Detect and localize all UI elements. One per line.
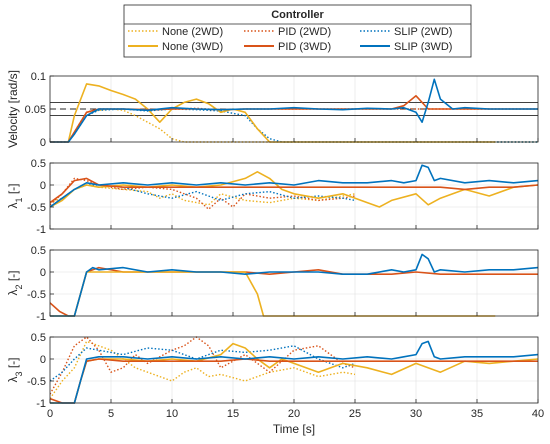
- series-line-slip-3wd: [50, 253, 538, 317]
- y-tick-label: -0.5: [27, 202, 46, 214]
- series-line-slip-3wd: [50, 78, 538, 143]
- y-tick-label: 0: [40, 267, 46, 279]
- series-line-pid-3wd: [50, 177, 538, 204]
- panel-4: -1 -0.5 0 0.5 0 5 10 15 20 25 30 35 40 Time [s] λ3 [-]: [6, 332, 544, 436]
- legend-box: [123, 4, 472, 58]
- series-line-slip-3wd: [50, 164, 538, 208]
- legend-label-none-2wd: None (2WD): [162, 26, 223, 38]
- panel-3: -1 -0.5 0 0.5 λ2 [-]: [6, 245, 539, 323]
- legend-label-slip-2wd: SLIP (2WD): [394, 26, 452, 38]
- x-axis-label: Time [s]: [273, 422, 315, 436]
- y-tick-label: 0: [40, 180, 46, 192]
- y-tick-label: 0: [40, 354, 46, 366]
- x-tick-label: 40: [532, 408, 544, 420]
- y-tick-label: -1: [36, 224, 46, 236]
- panel-1: 0 0.05 0.1 Velocity [rad/s]: [6, 70, 539, 149]
- y-tick-label: 0.05: [25, 104, 46, 116]
- legend-entry-pid-2wd: PID (2WD): [244, 26, 331, 38]
- y-axis-label: Velocity [rad/s]: [6, 70, 20, 148]
- x-tick-label: 10: [166, 408, 178, 420]
- legend: Controller None (2WD) PID (2WD) SLIP (2WD)…: [123, 4, 472, 58]
- y-tick-label: -1: [36, 311, 46, 323]
- y-tick-label: 0.5: [31, 245, 46, 257]
- legend-entry-pid-3wd: PID (3WD): [244, 41, 331, 53]
- x-tick-label: 35: [471, 408, 483, 420]
- y-tick-label: 0.1: [31, 71, 46, 83]
- legend-label-slip-3wd: SLIP (3WD): [394, 41, 452, 53]
- legend-entry-none-3wd: None (3WD): [128, 41, 223, 53]
- y-axis-label: λ1 [-]: [6, 183, 24, 208]
- series-line-slip-3wd: [50, 340, 538, 404]
- x-tick-label: 30: [410, 408, 422, 420]
- y-tick-label: 0.5: [31, 158, 46, 170]
- series-line-pid-2wd: [50, 177, 356, 210]
- legend-label-pid-3wd: PID (3WD): [278, 41, 331, 53]
- y-tick-label: -0.5: [27, 376, 46, 388]
- y-tick-label: -0.5: [27, 289, 46, 301]
- x-tick-label: 25: [349, 408, 361, 420]
- legend-entry-none-2wd: None (2WD): [128, 26, 223, 38]
- x-tick-label: 5: [108, 408, 114, 420]
- x-tick-label: 0: [47, 408, 53, 420]
- y-tick-label: 0.5: [31, 332, 46, 344]
- y-axis-label: λ3 [-]: [6, 357, 24, 382]
- y-tick-label: 0: [40, 137, 46, 149]
- legend-entry-slip-3wd: SLIP (3WD): [360, 41, 452, 53]
- legend-label-none-3wd: None (3WD): [162, 41, 223, 53]
- y-tick-label: -1: [36, 398, 46, 410]
- legend-label-pid-2wd: PID (2WD): [278, 26, 331, 38]
- legend-entry-slip-2wd: SLIP (2WD): [360, 26, 452, 38]
- y-axis-label: λ2 [-]: [6, 270, 24, 295]
- legend-title: Controller: [271, 9, 324, 21]
- x-tick-label: 20: [288, 408, 300, 420]
- series-line-pid-2wd: [50, 336, 356, 395]
- panel-2: -1 -0.5 0 0.5 λ1 [-]: [6, 158, 539, 236]
- x-tick-label: 15: [227, 408, 239, 420]
